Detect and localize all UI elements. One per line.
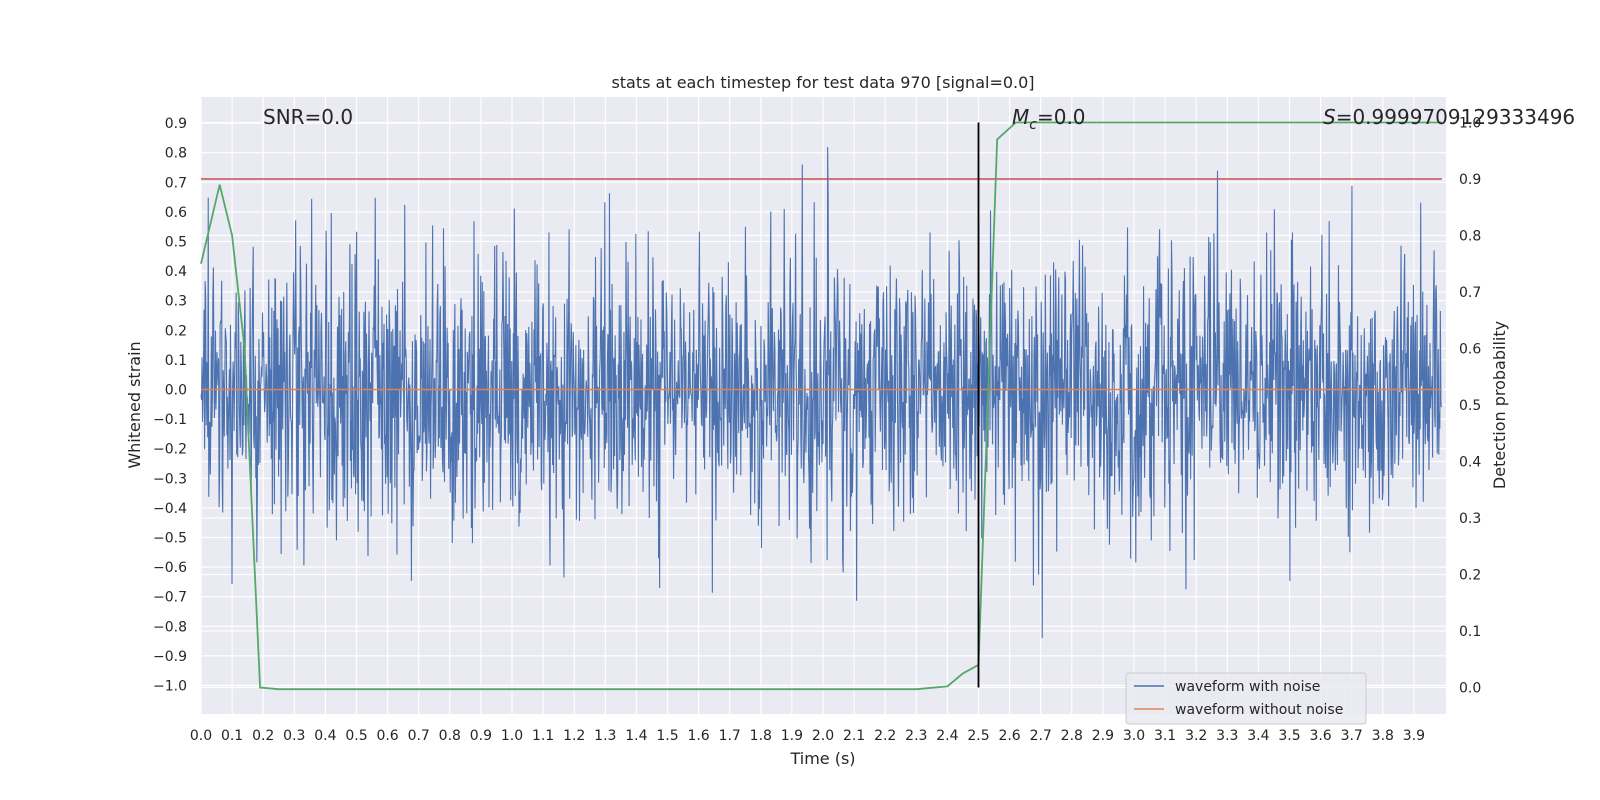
x-tick-label: 0.1 xyxy=(221,728,243,744)
y-tick-label-left: 0.1 xyxy=(165,353,187,369)
x-tick-label: 0.4 xyxy=(314,728,336,744)
x-tick-label: 2.6 xyxy=(998,728,1020,744)
y-tick-label-right: 0.7 xyxy=(1459,285,1481,301)
detection-probability-line xyxy=(200,121,1442,691)
y-tick-label-right: 0.5 xyxy=(1459,398,1481,414)
x-tick-label: 3.7 xyxy=(1341,728,1363,744)
x-tick-label: 1.9 xyxy=(781,728,803,744)
y-tick-label-left: 0.8 xyxy=(165,146,187,162)
legend-box xyxy=(1125,672,1367,725)
mc-symbol: M xyxy=(1012,105,1029,129)
x-tick-label: 0.0 xyxy=(190,728,212,744)
x-tick-label: 3.1 xyxy=(1154,728,1176,744)
y-tick-label-left: −0.8 xyxy=(153,619,187,635)
snr-annotation: SNR=0.0 xyxy=(263,105,353,129)
x-tick-label: 1.5 xyxy=(656,728,678,744)
x-tick-label: 3.0 xyxy=(1123,728,1145,744)
chart-title: stats at each timestep for test data 970… xyxy=(611,73,1034,92)
x-tick-label: 0.8 xyxy=(439,728,461,744)
y-tick-label-right: 0.8 xyxy=(1459,229,1481,245)
x-tick-label: 2.2 xyxy=(874,728,896,744)
mc-value: =0.0 xyxy=(1037,105,1086,129)
y-tick-label-left: 0.0 xyxy=(165,383,187,399)
y-tick-label-left: 0.2 xyxy=(165,323,187,339)
legend-label-noise: waveform with noise xyxy=(1175,679,1320,695)
y-axis-label-right: Detection probability xyxy=(1490,321,1509,489)
legend-label-clean: waveform without noise xyxy=(1175,702,1343,718)
y-tick-label-left: −0.4 xyxy=(153,501,187,517)
x-tick-label: 0.9 xyxy=(470,728,492,744)
y-tick-label-right: 1.0 xyxy=(1459,116,1481,132)
y-tick-label-right: 0.6 xyxy=(1459,342,1481,358)
x-tick-label: 1.8 xyxy=(750,728,772,744)
y-tick-label-right: 0.0 xyxy=(1459,681,1481,697)
x-tick-label: 2.4 xyxy=(936,728,958,744)
x-tick-label: 3.2 xyxy=(1185,728,1207,744)
x-tick-label: 0.2 xyxy=(252,728,274,744)
legend: waveform with noise waveform without noi… xyxy=(1125,672,1367,725)
y-tick-label-left: −1.0 xyxy=(153,679,187,695)
y-tick-label-left: −0.2 xyxy=(153,442,187,458)
x-tick-label: 1.0 xyxy=(501,728,523,744)
overlays xyxy=(200,121,1442,691)
x-tick-label: 2.8 xyxy=(1061,728,1083,744)
y-tick-label-right: 0.9 xyxy=(1459,172,1481,188)
x-axis-label: Time (s) xyxy=(789,749,855,768)
x-tick-label: 2.0 xyxy=(812,728,834,744)
x-tick-label: 0.7 xyxy=(408,728,430,744)
y-axis-label-left: Whitened strain xyxy=(125,341,144,468)
y-tick-label-left: 0.9 xyxy=(165,116,187,132)
y-tick-label-right: 0.1 xyxy=(1459,624,1481,640)
x-tick-label: 0.5 xyxy=(345,728,367,744)
y-tick-label-left: 0.6 xyxy=(165,205,187,221)
y-tick-label-left: 0.7 xyxy=(165,175,187,191)
x-tick-label: 3.8 xyxy=(1372,728,1394,744)
y-tick-label-right: 0.2 xyxy=(1459,568,1481,584)
x-tick-label: 1.7 xyxy=(719,728,741,744)
y-tick-label-right: 0.3 xyxy=(1459,511,1481,527)
x-tick-label: 1.2 xyxy=(563,728,585,744)
y-tick-label-left: 0.3 xyxy=(165,294,187,310)
y-tick-label-left: 0.5 xyxy=(165,235,187,251)
noise-waveform-line xyxy=(200,146,1442,639)
y-tick-label-left: −0.1 xyxy=(153,412,187,428)
mc-subscript: c xyxy=(1029,117,1037,133)
x-tick-label: 3.3 xyxy=(1216,728,1238,744)
x-tick-label: 2.5 xyxy=(967,728,989,744)
x-tick-label: 0.6 xyxy=(376,728,398,744)
mc-annotation: Mc=0.0 xyxy=(1012,105,1086,133)
s-value: =0.9999709129333496 xyxy=(1336,105,1575,129)
x-tick-label: 2.3 xyxy=(905,728,927,744)
x-tick-label: 1.4 xyxy=(625,728,647,744)
ticks: 0.0 0.1 0.2 0.3 0.4 0.5 0.6 0.7 0.8 0.9 1.0 1.1 1.2 1… xyxy=(153,116,1481,745)
x-tick-label: 2.1 xyxy=(843,728,865,744)
x-tick-label: 1.3 xyxy=(594,728,616,744)
y-tick-label-left: −0.9 xyxy=(153,649,187,665)
s-symbol: S xyxy=(1323,105,1336,129)
y-tick-label-left: −0.5 xyxy=(153,531,187,547)
y-tick-label-right: 0.4 xyxy=(1459,455,1481,471)
y-tick-label-left: −0.6 xyxy=(153,560,187,576)
x-tick-label: 3.5 xyxy=(1278,728,1300,744)
x-tick-label: 0.3 xyxy=(283,728,305,744)
x-tick-label: 1.1 xyxy=(532,728,554,744)
x-tick-label: 3.9 xyxy=(1403,728,1425,744)
noise-series xyxy=(200,146,1442,639)
y-tick-label-left: 0.4 xyxy=(165,264,187,280)
x-tick-label: 2.9 xyxy=(1092,728,1114,744)
y-tick-label-left: −0.3 xyxy=(153,471,187,487)
x-tick-label: 3.4 xyxy=(1247,728,1269,744)
x-tick-label: 1.6 xyxy=(687,728,709,744)
x-tick-label: 3.6 xyxy=(1309,728,1331,744)
s-annotation: S=0.9999709129333496 xyxy=(1323,105,1575,129)
y-tick-label-left: −0.7 xyxy=(153,590,187,606)
x-tick-label: 2.7 xyxy=(1030,728,1052,744)
